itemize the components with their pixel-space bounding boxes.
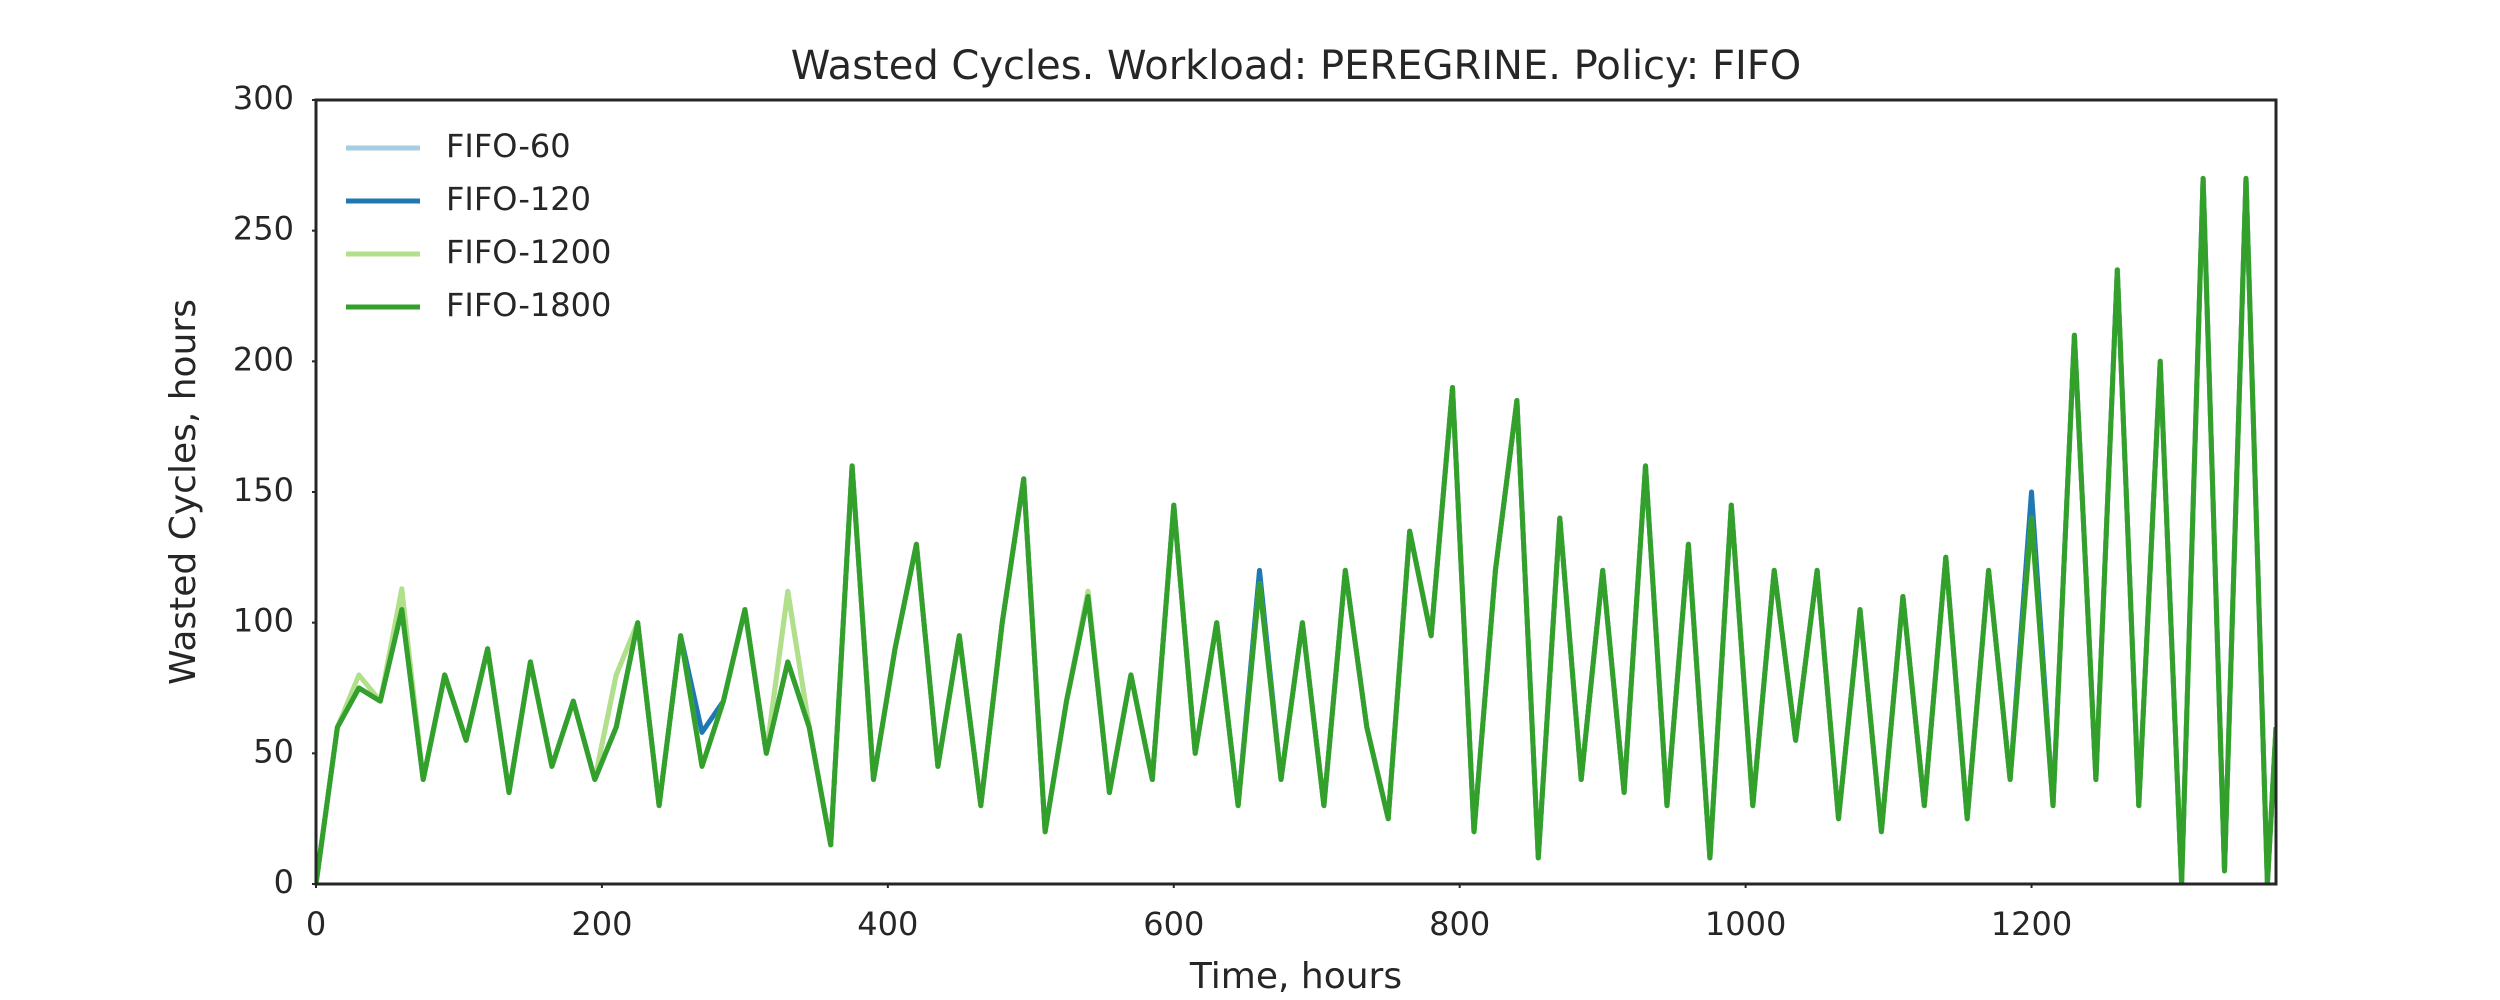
series-line [316,175,2276,884]
series-line [316,175,2276,884]
x-tick-label: 800 [1429,905,1490,943]
y-axis-label: Wasted Cycles, hours [163,299,204,685]
y-tick-label: 0 [274,863,294,901]
y-tick-label: 50 [253,732,294,770]
y-tick-label: 100 [233,602,294,640]
plot-lines [316,175,2276,884]
y-tick-label: 200 [233,340,294,378]
legend-label: FIFO-120 [446,180,591,218]
plot-frame [314,98,2278,886]
legend-label: FIFO-60 [446,127,571,165]
y-tick-label: 250 [233,210,294,248]
x-tick-label: 400 [857,905,918,943]
series-line [316,175,2276,884]
legend-label: FIFO-1800 [446,286,611,324]
series-line [316,175,2276,884]
x-tick-label: 600 [1143,905,1204,943]
legend-label: FIFO-1200 [446,233,611,271]
x-tick-label: 0 [306,905,326,943]
x-axis-label: Time, hours [1189,956,1402,997]
x-tick-label: 1000 [1705,905,1786,943]
y-tick-label: 300 [233,79,294,117]
chart-title: Wasted Cycles. Workload: PEREGRINE. Poli… [791,43,1802,89]
x-tick-label: 1200 [1991,905,2072,943]
x-tick-label: 200 [571,905,632,943]
y-tick-label: 150 [233,471,294,509]
